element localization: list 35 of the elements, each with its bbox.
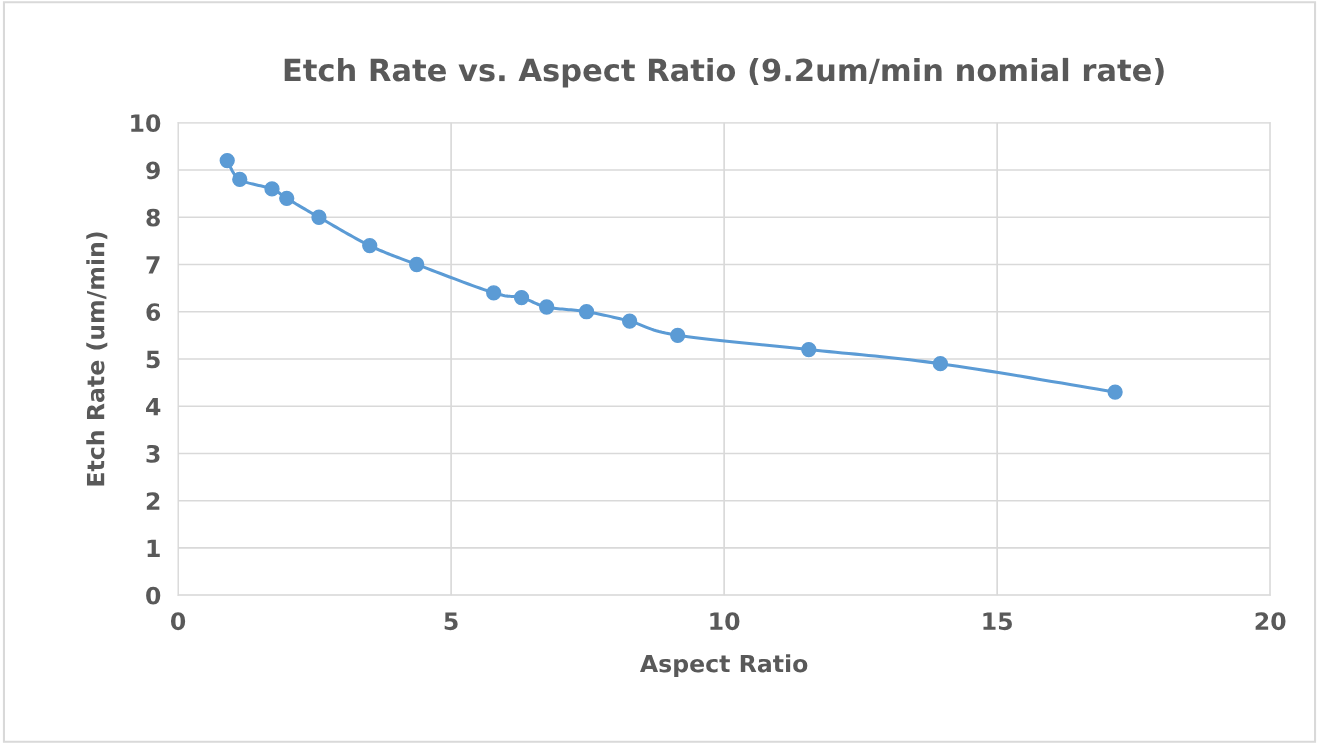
point xyxy=(264,181,280,197)
y-tick-label: 4 xyxy=(146,397,161,416)
y-tick-label: 1 xyxy=(147,539,160,557)
x-tick-label: 0 xyxy=(170,612,186,631)
x-tick-label: 20 xyxy=(1255,612,1286,631)
y-tick-label: 10 xyxy=(131,114,161,133)
x-tick-label: 5 xyxy=(444,612,458,631)
y-tick-label: 8 xyxy=(146,208,160,227)
y-tick-label: 7 xyxy=(146,256,160,274)
point xyxy=(279,190,295,206)
point xyxy=(513,289,530,306)
y-axis-title: Etch Rate (um/min) xyxy=(86,232,108,486)
point xyxy=(539,299,555,315)
x-tick-label: 15 xyxy=(983,612,1012,631)
y-tick-label: 5 xyxy=(146,350,160,369)
y-tick-label: 0 xyxy=(146,586,161,605)
point xyxy=(622,313,638,329)
point xyxy=(486,285,502,301)
point xyxy=(232,171,248,188)
point xyxy=(362,237,378,254)
chart-title: Etch Rate vs. Aspect Ratio (9.2um/min nomial rate) xyxy=(284,57,1164,88)
point xyxy=(578,304,595,320)
y-tick-label: 2 xyxy=(146,492,160,510)
x-axis-title: Aspect Ratio xyxy=(640,654,808,678)
y-tick-label: 3 xyxy=(146,444,160,463)
y-tick-label: 9 xyxy=(146,161,160,180)
point xyxy=(670,327,686,343)
point xyxy=(219,152,235,169)
point xyxy=(311,209,327,225)
x-tick-label: 10 xyxy=(710,612,740,631)
point xyxy=(409,256,425,273)
point xyxy=(932,356,949,372)
point xyxy=(1107,384,1123,400)
point xyxy=(801,341,817,358)
y-tick-label: 6 xyxy=(146,303,161,322)
